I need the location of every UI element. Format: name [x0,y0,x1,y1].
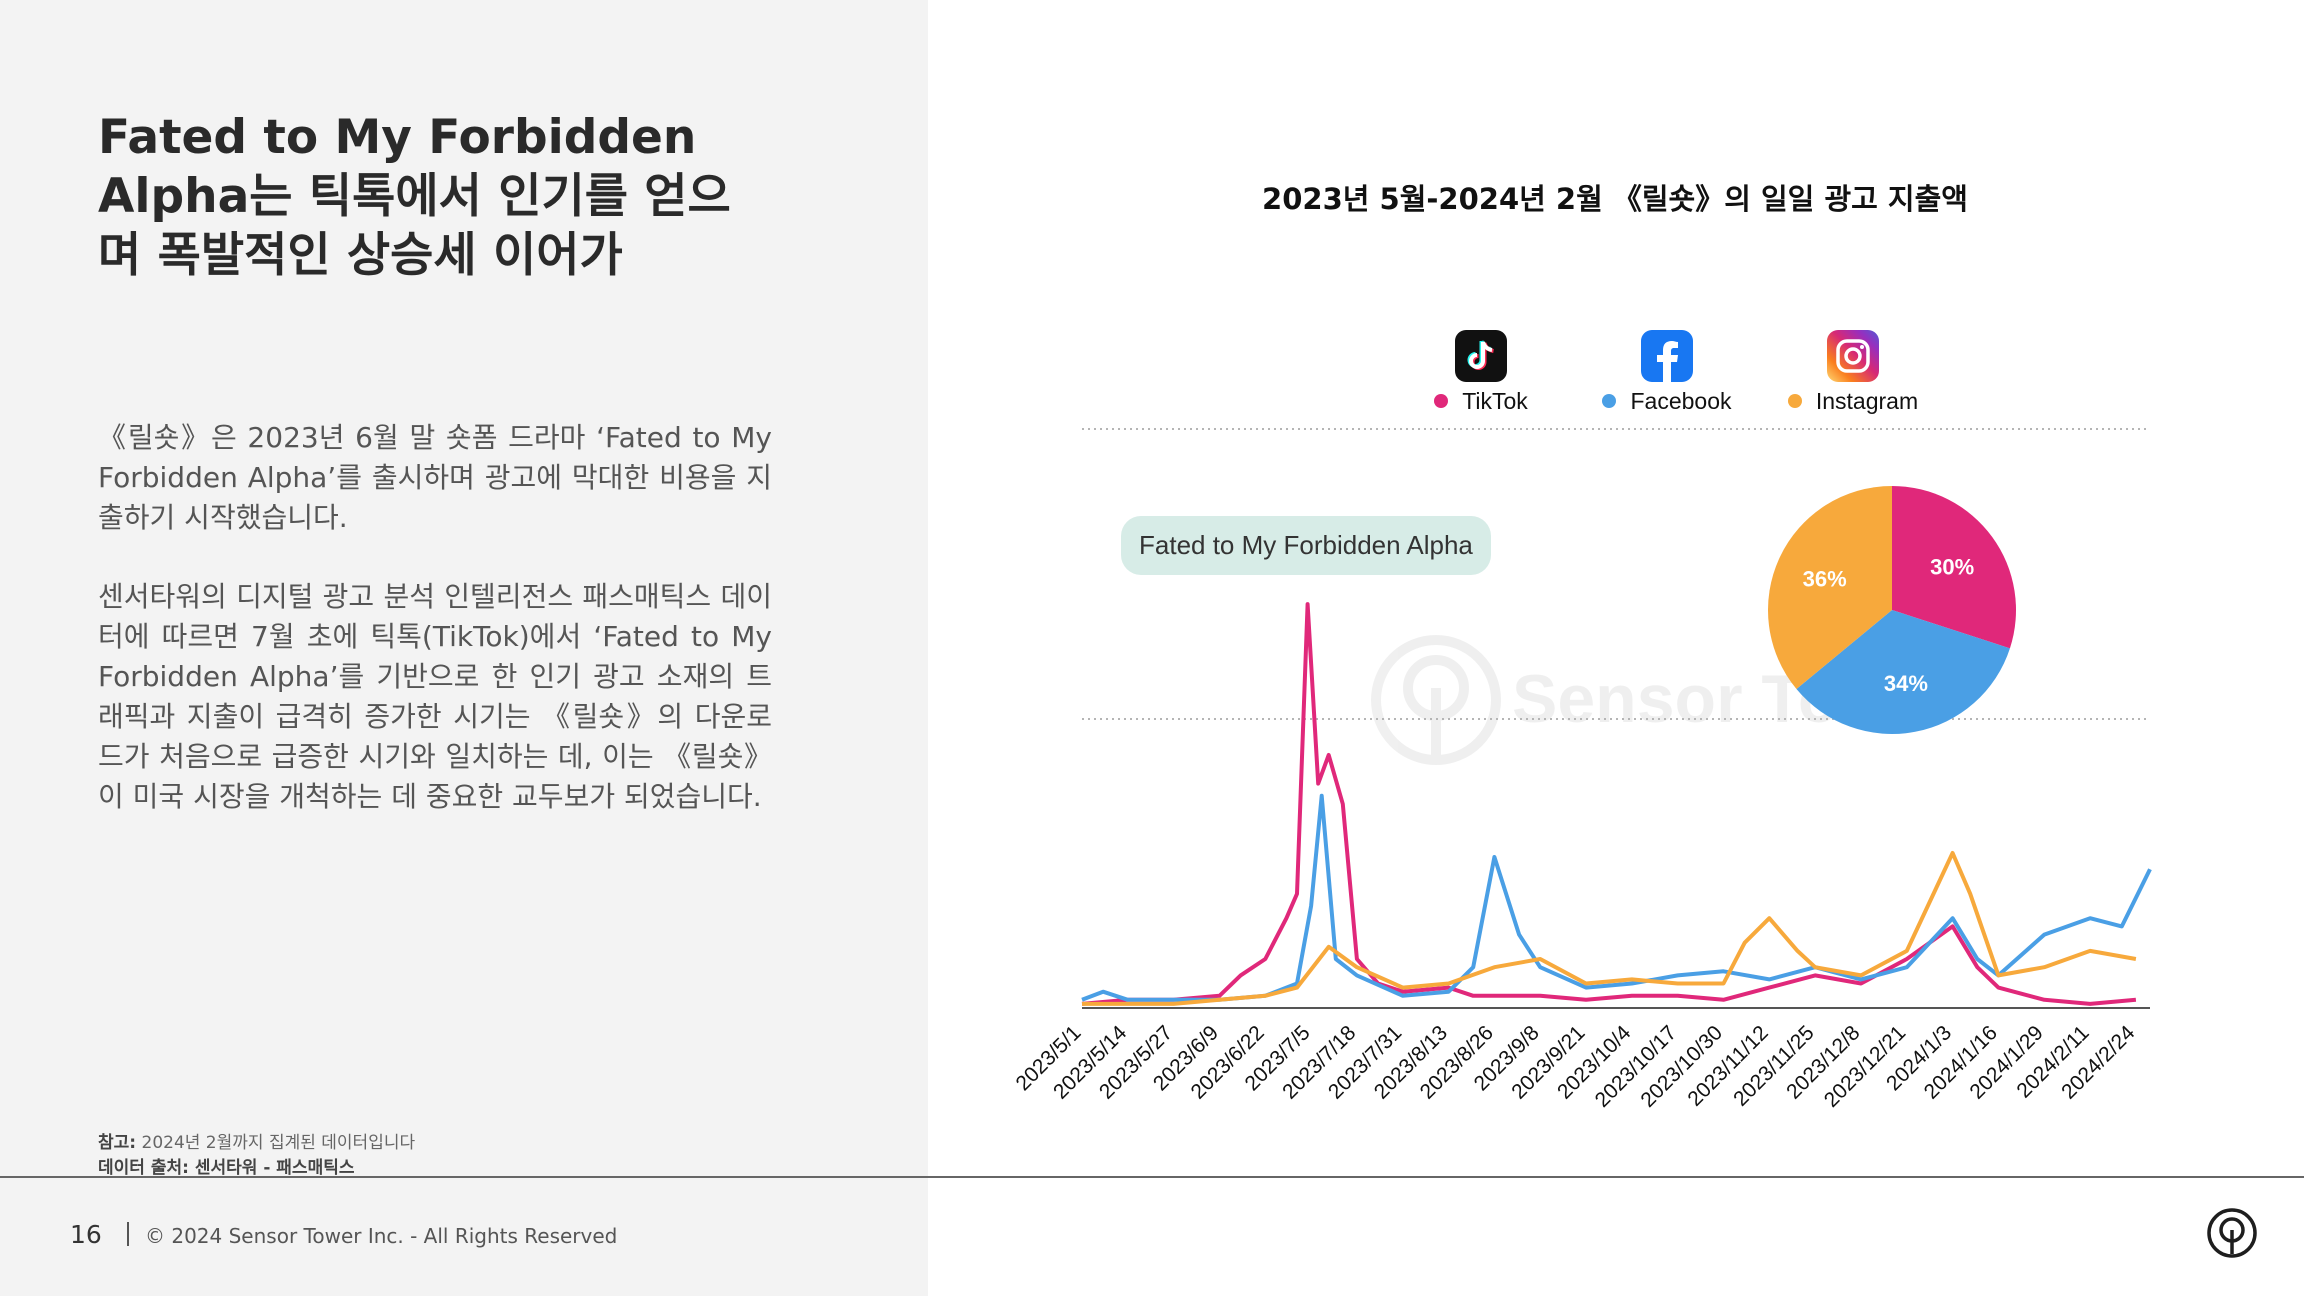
page-number: 16 [70,1220,102,1249]
pie-slice-instagram [1767,486,1892,690]
facebook-legend-dot [1602,393,1617,408]
left-panel [0,0,928,1296]
pie-chart: 30% 34% 36% [1767,486,2016,734]
series-line-facebook [1081,793,2152,1002]
series-line-instagram [1082,851,2137,1006]
legend-label-facebook: Facebook [1630,388,1732,414]
pie-label-tiktok: 30% [1930,554,1974,579]
chart-title: 2023년 5월-2024년 2월 《릴숏》의 일일 광고 지출액 [1262,182,1968,216]
note-text: 2024년 2월까지 집계된 데이터입니다 [141,1133,416,1153]
legend-item-facebook: Facebook [1557,330,1777,415]
legend-item-tiktok: TikTok [1371,330,1591,415]
legend-item-instagram: Instagram [1743,330,1963,415]
pie-slice-facebook [1796,610,2010,734]
instagram-logo-icon [1827,330,1879,382]
detail-paragraph: 센서타워의 디지털 광고 분석 인텔리전스 패스매틱스 데이터에 따르면 7월 … [98,580,772,813]
pie-slice-tiktok [1892,486,2016,649]
tiktok-logo-icon [1455,330,1507,382]
pie-label-facebook: 34% [1884,671,1928,696]
drama-annotation: Fated to My Forbidden Alpha [1121,516,1491,575]
page-heading: Fated to My Forbidden Alpha는 틱톡에서 인기를 얻으… [98,110,731,283]
facebook-logo-icon [1641,330,1693,382]
data-source: 데이터 출처: 센서타워 - 패스매틱스 [98,1158,355,1178]
x-tick-labels: 2023/5/12023/5/142023/5/272023/6/92023/6… [1011,1021,2139,1112]
pie-label-instagram: 36% [1803,566,1847,591]
footer-divider [0,1176,2304,1178]
intro-paragraph: 《릴숏》은 2023년 6월 말 숏폼 드라마 ‘Fated to My For… [98,421,773,534]
series-layer [1081,602,2152,1006]
footer-separator [127,1222,129,1246]
instagram-legend-dot [1787,393,1802,408]
note-label: 참고: [98,1133,137,1153]
tiktok-legend-dot [1434,393,1449,408]
legend-label-tiktok: TikTok [1462,388,1528,414]
copyright-text: © 2024 Sensor Tower Inc. - All Rights Re… [145,1224,618,1248]
sensor-tower-logo-icon [2207,1208,2257,1258]
data-note: 참고: 2024년 2월까지 집계된 데이터입니다 [98,1128,415,1153]
legend-label-instagram: Instagram [1815,388,1919,414]
